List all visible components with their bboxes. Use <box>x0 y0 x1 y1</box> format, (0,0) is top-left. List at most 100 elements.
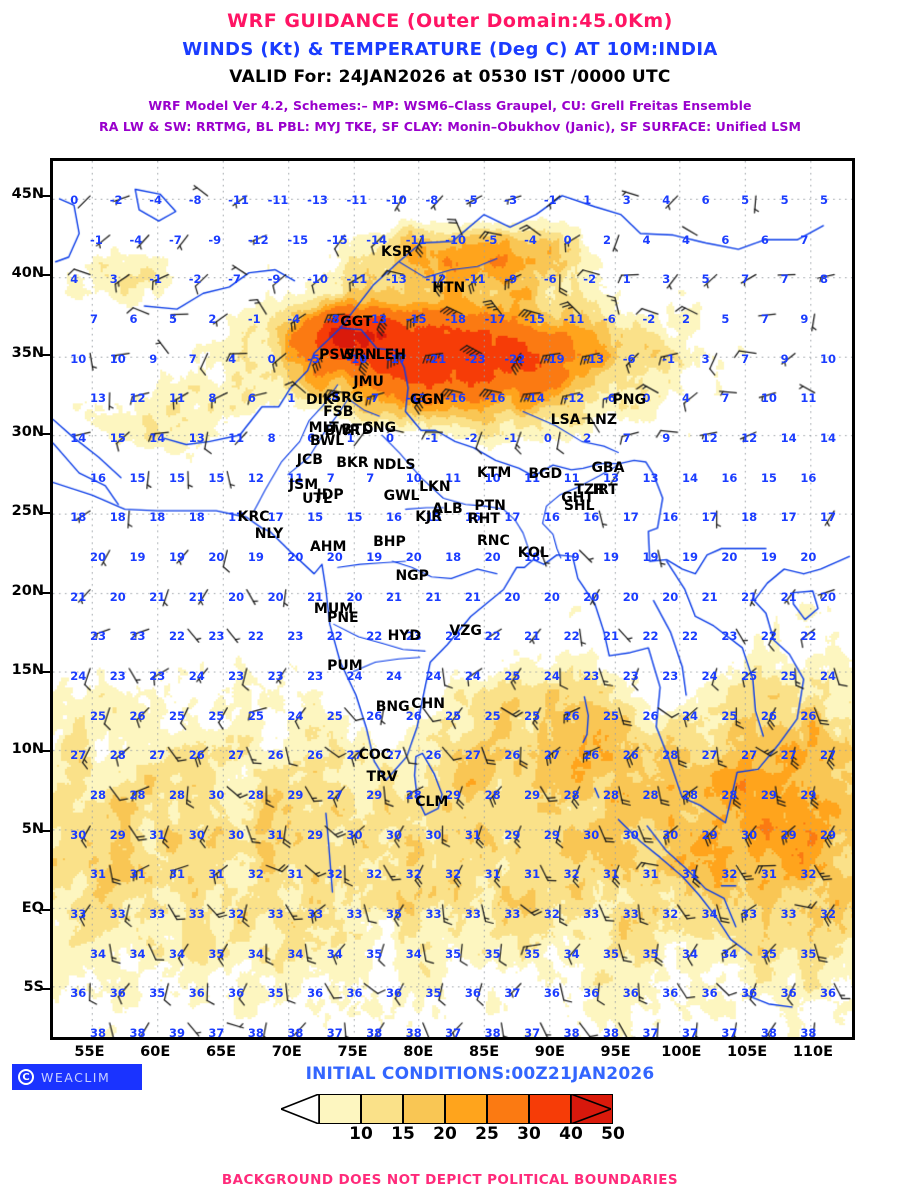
temperature-value: 33 <box>464 906 481 921</box>
title-block: WRF GUIDANCE (Outer Domain:45.0Km) WINDS… <box>0 0 900 134</box>
temperature-value: 23 <box>129 629 146 644</box>
temperature-value: 33 <box>70 906 87 921</box>
temperature-value: 28 <box>484 787 501 802</box>
temperature-value: 6 <box>307 431 316 446</box>
temperature-value: 38 <box>287 1025 304 1040</box>
temperature-value: 13 <box>603 470 620 485</box>
temperature-value: 18 <box>70 510 87 525</box>
temperature-value: 38 <box>563 1025 580 1040</box>
temperature-value: 6 <box>760 232 769 247</box>
temperature-value: 20 <box>583 589 600 604</box>
temperature-value: 25 <box>445 708 462 723</box>
temperature-value: 11 <box>168 391 185 406</box>
temperature-value: 24 <box>464 668 481 683</box>
colorbar-cell <box>529 1094 571 1124</box>
temperature-value: 23 <box>149 668 166 683</box>
temperature-value: 20 <box>228 589 245 604</box>
temperature-value: 33 <box>741 906 758 921</box>
temperature-value: 17 <box>701 510 718 525</box>
temperature-value: 28 <box>681 787 698 802</box>
city-label-lsa: LSA <box>550 412 581 429</box>
lon-tick-label: 75E <box>337 1044 368 1060</box>
temperature-value: 32 <box>721 867 738 882</box>
lat-tick-mark <box>42 829 51 832</box>
temperature-value: 19 <box>247 549 264 564</box>
temperature-value: 6 <box>129 312 138 327</box>
temperature-value: 31 <box>642 867 659 882</box>
colorbar[interactable]: 10 15 20 25 30 40 50 <box>281 1090 625 1144</box>
temperature-value: 32 <box>543 906 560 921</box>
temperature-value: 1 <box>346 431 355 446</box>
lat-tick-mark <box>42 353 51 356</box>
temperature-value: 35 <box>524 946 541 961</box>
temperature-value: -1 <box>149 272 162 287</box>
temperature-value: 36 <box>307 986 324 1001</box>
temperature-value: 31 <box>90 867 107 882</box>
city-label-hyd: HYD <box>387 627 422 644</box>
temperature-value: 27 <box>820 748 837 763</box>
temperature-value: 38 <box>603 1025 620 1040</box>
city-label-kjr: KJR <box>415 508 443 525</box>
temperature-value: 21 <box>385 589 402 604</box>
weaclim-logo[interactable]: C WEACLIM <box>12 1064 142 1090</box>
temperature-value: -6 <box>603 391 616 406</box>
temperature-value: 28 <box>603 787 620 802</box>
temperature-value: 31 <box>681 867 698 882</box>
temperature-value: 37 <box>642 1025 659 1040</box>
city-label-lkn: LKN <box>419 478 451 495</box>
page-title: WRF GUIDANCE (Outer Domain:45.0Km) <box>227 10 673 32</box>
temperature-value: 25 <box>484 708 501 723</box>
city-label-dik: DIK <box>306 391 334 408</box>
temperature-value: -9 <box>267 272 281 287</box>
temperature-value: -11 <box>228 193 249 208</box>
temperature-value: 32 <box>247 867 264 882</box>
city-label-ndls: NDLS <box>373 456 416 473</box>
temperature-value: 31 <box>760 867 777 882</box>
temperature-value: -1 <box>543 193 557 208</box>
city-label-jmu: JMU <box>353 374 384 391</box>
disclaimer-text: BACKGROUND DOES NOT DEPICT POLITICAL BOU… <box>221 1172 679 1188</box>
temperature-value: -5 <box>307 351 320 366</box>
city-label-ggt: GGT <box>340 313 373 330</box>
temperature-value: 3 <box>662 272 671 287</box>
temperature-value: 13 <box>90 391 107 406</box>
temperature-value: -4 <box>524 232 537 247</box>
lon-tick-label: 90E <box>534 1044 565 1060</box>
temperature-value: 16 <box>543 510 560 525</box>
initial-conditions-label: INITIAL CONDITIONS:00Z21JAN2026 <box>305 1064 655 1084</box>
city-label-utl: UTL <box>302 491 332 508</box>
city-label-lnz: LNZ <box>586 412 617 429</box>
temperature-value: 26 <box>504 748 521 763</box>
weather-map[interactable]: 38 38 39 37 38 38 37 38 38 37 38 37 38 38 37 37 37 38 38 36… <box>50 158 855 1040</box>
temperature-value: -11 <box>405 232 427 247</box>
temperature-value: 27 <box>543 748 560 763</box>
temperature-value: 2 <box>681 312 690 327</box>
temperature-value: 26 <box>622 748 639 763</box>
temperature-value: 5 <box>701 272 710 287</box>
temperature-value: 25 <box>603 708 620 723</box>
colorbar-label: 40 <box>559 1124 583 1144</box>
temperature-value: 10 <box>405 470 422 485</box>
city-label-jdp: JDP <box>316 486 344 503</box>
temperature-value: -16 <box>445 391 466 406</box>
temperature-value: 32 <box>800 867 817 882</box>
temperature-value: 8 <box>820 272 829 287</box>
lat-tick-mark <box>42 670 51 673</box>
temperature-value: 20 <box>622 589 639 604</box>
temperature-value: 25 <box>247 708 264 723</box>
temperature-value: 25 <box>90 708 107 723</box>
temperature-value: 33 <box>780 906 797 921</box>
temperature-value: -1 <box>425 431 439 446</box>
city-label-pum: PUM <box>327 658 363 675</box>
colorbar-cell <box>403 1094 445 1124</box>
city-label-ght: GHT <box>561 489 594 506</box>
temperature-value: 24 <box>188 668 205 683</box>
city-label-krc: KRC <box>237 508 270 525</box>
temperature-value: 23 <box>267 668 284 683</box>
temperature-value: 7 <box>90 312 99 327</box>
temperature-value: 2 <box>603 232 612 247</box>
temperature-value: 17 <box>780 510 797 525</box>
temperature-value: 18 <box>524 549 541 564</box>
temperature-value: 16 <box>800 470 817 485</box>
temperature-value: 20 <box>267 589 284 604</box>
